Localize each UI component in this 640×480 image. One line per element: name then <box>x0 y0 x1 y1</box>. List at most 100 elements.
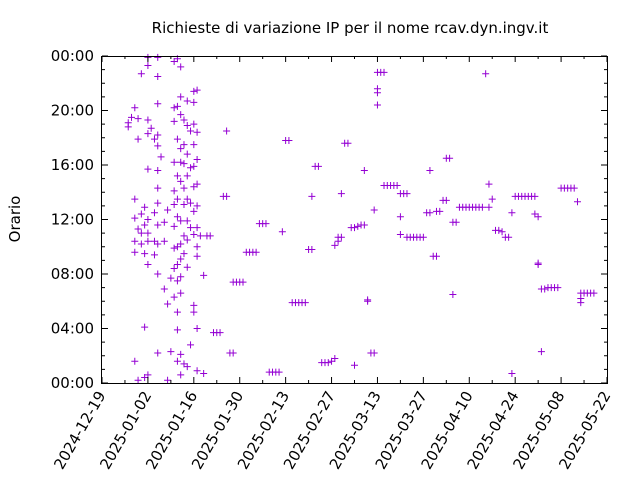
data-point <box>324 359 332 367</box>
data-point <box>167 348 175 356</box>
data-point <box>137 240 145 248</box>
data-point <box>537 348 545 356</box>
data-point <box>190 301 198 309</box>
data-point <box>134 135 142 143</box>
data-point <box>187 341 195 349</box>
data-point <box>141 203 149 211</box>
data-point <box>200 369 208 377</box>
data-point <box>223 127 231 135</box>
data-point <box>360 221 368 229</box>
y-tick-label: 20:00 <box>51 102 94 120</box>
data-point <box>144 165 152 173</box>
data-point <box>180 141 188 149</box>
y-tick-label: 16:00 <box>51 156 94 174</box>
data-point <box>177 350 185 358</box>
data-point <box>488 195 496 203</box>
data-point <box>190 87 198 95</box>
data-point <box>131 214 139 222</box>
data-point <box>144 237 152 245</box>
data-point <box>170 158 178 166</box>
data-point <box>534 213 542 221</box>
data-point <box>495 226 503 234</box>
data-point <box>570 184 578 192</box>
data-point <box>183 150 191 158</box>
data-point <box>193 252 201 260</box>
y-axis-label: Orario <box>6 196 24 243</box>
data-point <box>308 192 316 200</box>
data-point <box>419 233 427 241</box>
data-point <box>190 141 198 149</box>
data-point <box>154 240 162 248</box>
data-point <box>452 218 460 226</box>
data-point <box>193 367 201 375</box>
data-point <box>344 139 352 147</box>
plot-frame <box>101 56 608 384</box>
data-point <box>403 190 411 198</box>
data-point <box>573 198 581 206</box>
data-point <box>485 180 493 188</box>
data-point <box>170 265 178 273</box>
data-point <box>508 369 516 377</box>
y-tick-label: 08:00 <box>51 265 94 283</box>
data-point <box>173 260 181 268</box>
data-point <box>150 209 158 217</box>
data-point <box>449 290 457 298</box>
data-point <box>183 121 191 129</box>
data-point <box>160 218 168 226</box>
data-point <box>314 162 322 170</box>
data-point <box>206 232 214 240</box>
data-point <box>436 207 444 215</box>
data-point <box>173 102 181 110</box>
data-point <box>183 363 191 371</box>
data-point <box>124 123 132 131</box>
data-point <box>190 230 198 238</box>
data-point <box>531 192 539 200</box>
data-point <box>154 221 162 229</box>
data-point <box>164 376 172 384</box>
data-point <box>170 187 178 195</box>
data-point <box>144 216 152 223</box>
data-point <box>164 206 172 214</box>
data-point <box>131 248 139 256</box>
data-point <box>373 85 381 93</box>
data-point <box>393 181 401 189</box>
data-point <box>308 245 316 253</box>
data-point <box>154 100 162 108</box>
data-point <box>278 228 286 236</box>
data-point <box>426 209 434 217</box>
data-point <box>180 250 188 258</box>
data-point <box>193 156 201 164</box>
data-point <box>177 158 185 166</box>
data-point <box>442 196 450 204</box>
data-point <box>216 329 224 337</box>
data-point <box>180 184 188 192</box>
data-point <box>173 357 181 365</box>
data-point <box>150 135 158 143</box>
data-point <box>193 128 201 136</box>
data-point <box>364 296 372 304</box>
data-point <box>426 166 434 174</box>
data-point <box>541 285 549 293</box>
data-point <box>131 357 139 365</box>
chart-title: Richieste di variazione IP per il nome r… <box>152 19 549 37</box>
data-point <box>360 166 368 174</box>
data-point <box>498 228 506 236</box>
data-point <box>193 202 201 210</box>
data-point <box>150 251 158 259</box>
data-point <box>285 136 293 144</box>
data-point <box>131 237 139 245</box>
data-point <box>173 308 181 316</box>
data-point <box>351 224 358 232</box>
data-point <box>482 70 490 78</box>
data-point <box>193 86 201 94</box>
data-point <box>134 376 142 384</box>
data-point <box>170 104 178 112</box>
data-point <box>180 116 188 124</box>
data-point <box>183 195 191 203</box>
data-point <box>370 349 378 357</box>
data-point <box>196 232 204 240</box>
data-point <box>193 243 201 251</box>
data-point <box>508 209 516 217</box>
data-point <box>380 68 388 76</box>
